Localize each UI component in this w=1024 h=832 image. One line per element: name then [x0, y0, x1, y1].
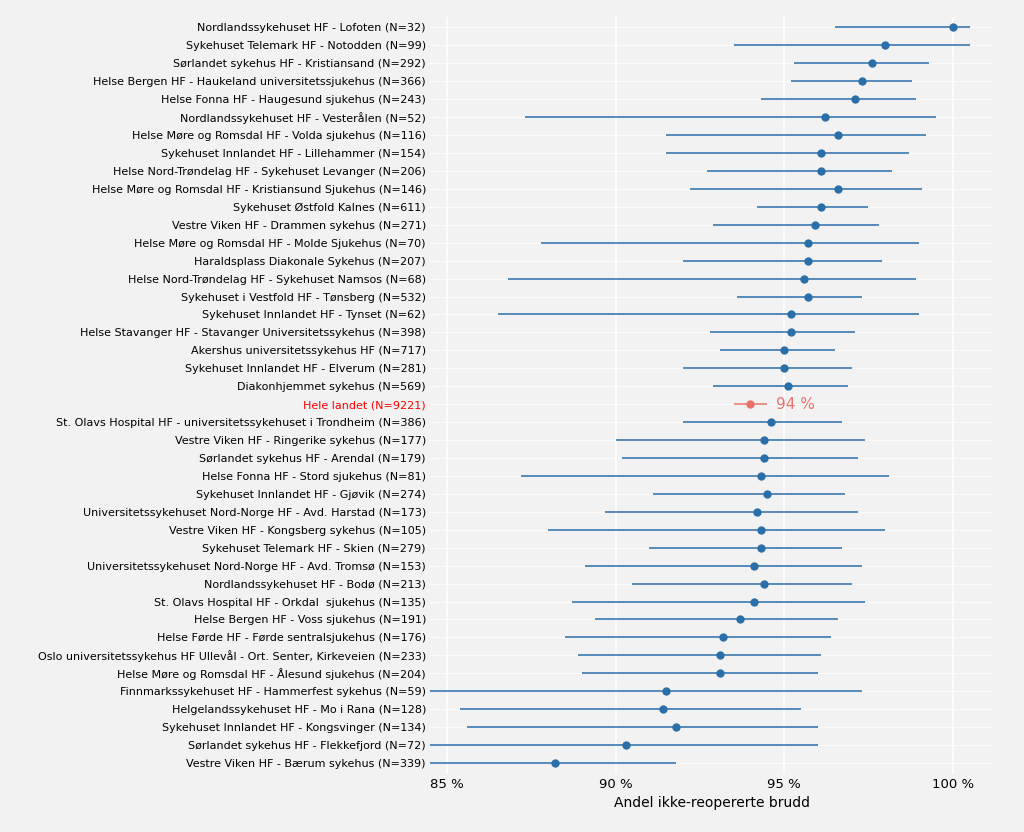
X-axis label: Andel ikke-reopererte brudd: Andel ikke-reopererte brudd — [613, 796, 810, 810]
Text: 94 %: 94 % — [776, 397, 815, 412]
